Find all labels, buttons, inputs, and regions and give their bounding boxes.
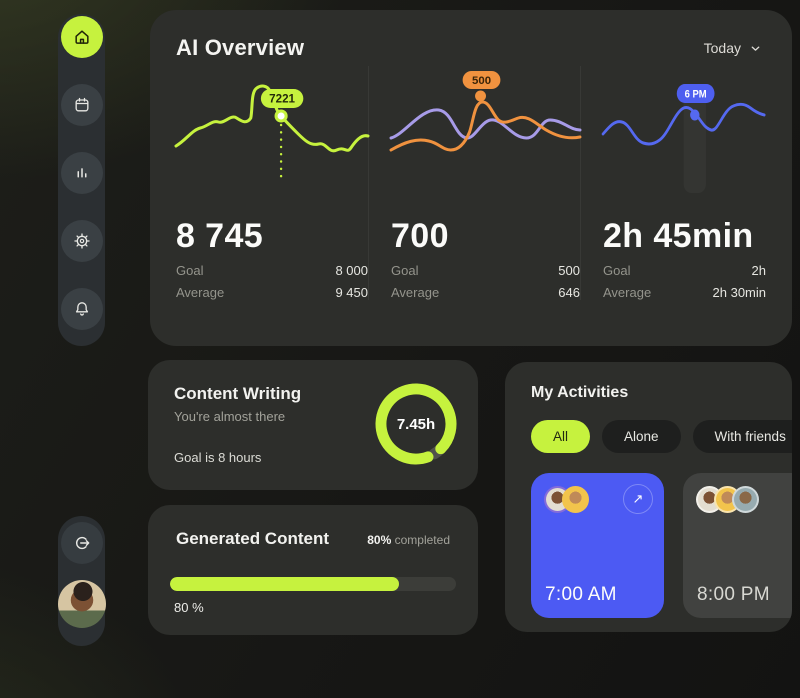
sidebar-item-settings[interactable] [60,220,103,262]
overview-panel: AI Overview Today 7221 [150,10,792,346]
my-activities-title: My Activities [531,384,629,401]
data-point [274,109,288,123]
generated-content-title: Generated Content [176,529,330,548]
data-point [690,109,700,121]
content-writing-card: Content Writing You're almost there Goal… [148,360,478,490]
chart-tooltip: 500 [462,71,501,89]
sidebar-footer [57,516,106,646]
participant-avatar [562,486,589,513]
goal-label: Goal [391,263,419,278]
generated-content-card: Generated Content 80% completed 80 % [148,505,478,635]
progress-ring-label: 7.45h [396,415,436,433]
open-activity-button[interactable]: ↗ [623,484,653,514]
completed-percent: 80% [367,533,392,547]
stat-generations: 500 700 Goal 500 Average 646 [368,66,582,300]
content-writing-goal: Goal is 8 hours [174,450,262,465]
average-label: Average [391,285,440,300]
stat-value: 8 745 [176,217,264,255]
activity-tile-morning[interactable]: ↗ 7:00 AM [531,473,664,618]
calendar-icon [75,97,88,112]
period-dropdown[interactable]: Today [704,40,766,56]
svg-text:500: 500 [472,75,491,87]
content-writing-subtitle: You're almost there [174,409,286,424]
average-value: 646 [558,285,580,300]
logout-icon [75,536,89,550]
data-point [475,90,486,102]
sidebar-item-notifications[interactable] [60,288,103,330]
words-sparkline: 7221 [174,84,370,182]
sidebar-item-statistics[interactable] [60,152,103,194]
stat-time: 6 PM 2h 45min Goal 2h Average 2h 30min [580,66,766,300]
activity-time: 7:00 AM [545,584,617,605]
chart-tooltip: 7221 [260,89,304,108]
svg-text:7221: 7221 [269,94,295,106]
time-sparkline: 6 PM [601,84,766,146]
participants-avatars [544,486,651,513]
participants-avatars [696,486,792,513]
average-value: 2h 30min [712,285,766,300]
activity-tiles: ↗ 7:00 AM ↗ 8:00 PM [531,473,792,618]
goal-label: Goal [176,263,204,278]
participant-avatar [732,486,759,513]
average-value: 9 450 [335,285,368,300]
my-activities-card: My Activities All Alone With friends ↗ 7… [505,362,792,632]
page-title: AI Overview [176,35,305,60]
period-label: Today [703,40,741,56]
activities-tab-all[interactable]: All [531,420,591,453]
generations-sparkline: 500 [389,71,582,152]
sidebar-nav [58,14,105,346]
user-avatar[interactable] [57,580,106,628]
activities-tabs: All Alone With friends [531,420,792,453]
generated-progress-label: 80 % [174,600,204,615]
activity-time: 8:00 PM [697,584,770,605]
activity-tile-evening[interactable]: ↗ 8:00 PM [683,473,792,618]
content-writing-title: Content Writing [174,384,302,403]
activities-tab-alone[interactable]: Alone [602,420,681,453]
goal-value: 500 [558,263,580,278]
bar-chart-icon [77,168,86,178]
chevron-down-icon [751,45,760,51]
chart-tooltip: 6 PM [676,84,715,103]
activities-tab-with-friends[interactable]: With friends [692,420,792,453]
completed-text: completed [394,533,450,547]
goal-value: 2h [751,263,766,278]
generated-progress-fill [170,577,399,591]
average-label: Average [176,285,225,300]
average-label: Average [603,285,652,300]
sidebar-item-home[interactable] [60,16,103,58]
progress-ring: 7.45h [372,380,460,468]
goal-label: Goal [603,263,631,278]
stats-grid: 7221 8 745 Goal 8 000 Average 9 450 [174,66,766,300]
generated-progress-track [170,577,456,591]
sidebar-item-calendar[interactable] [60,84,103,126]
stat-value: 700 [391,217,449,255]
progress-ring-arc [375,383,457,465]
completed-status: 80% completed [367,533,450,547]
svg-text:6 PM: 6 PM [685,89,707,101]
logout-button[interactable] [60,522,103,564]
open-arrow-icon: ↗ [632,491,644,506]
bell-icon [75,302,88,316]
home-icon [74,30,89,44]
stat-value: 2h 45min [603,217,754,255]
goal-value: 8 000 [335,263,368,278]
gear-icon [73,233,90,249]
stat-words: 7221 8 745 Goal 8 000 Average 9 450 [174,66,370,300]
